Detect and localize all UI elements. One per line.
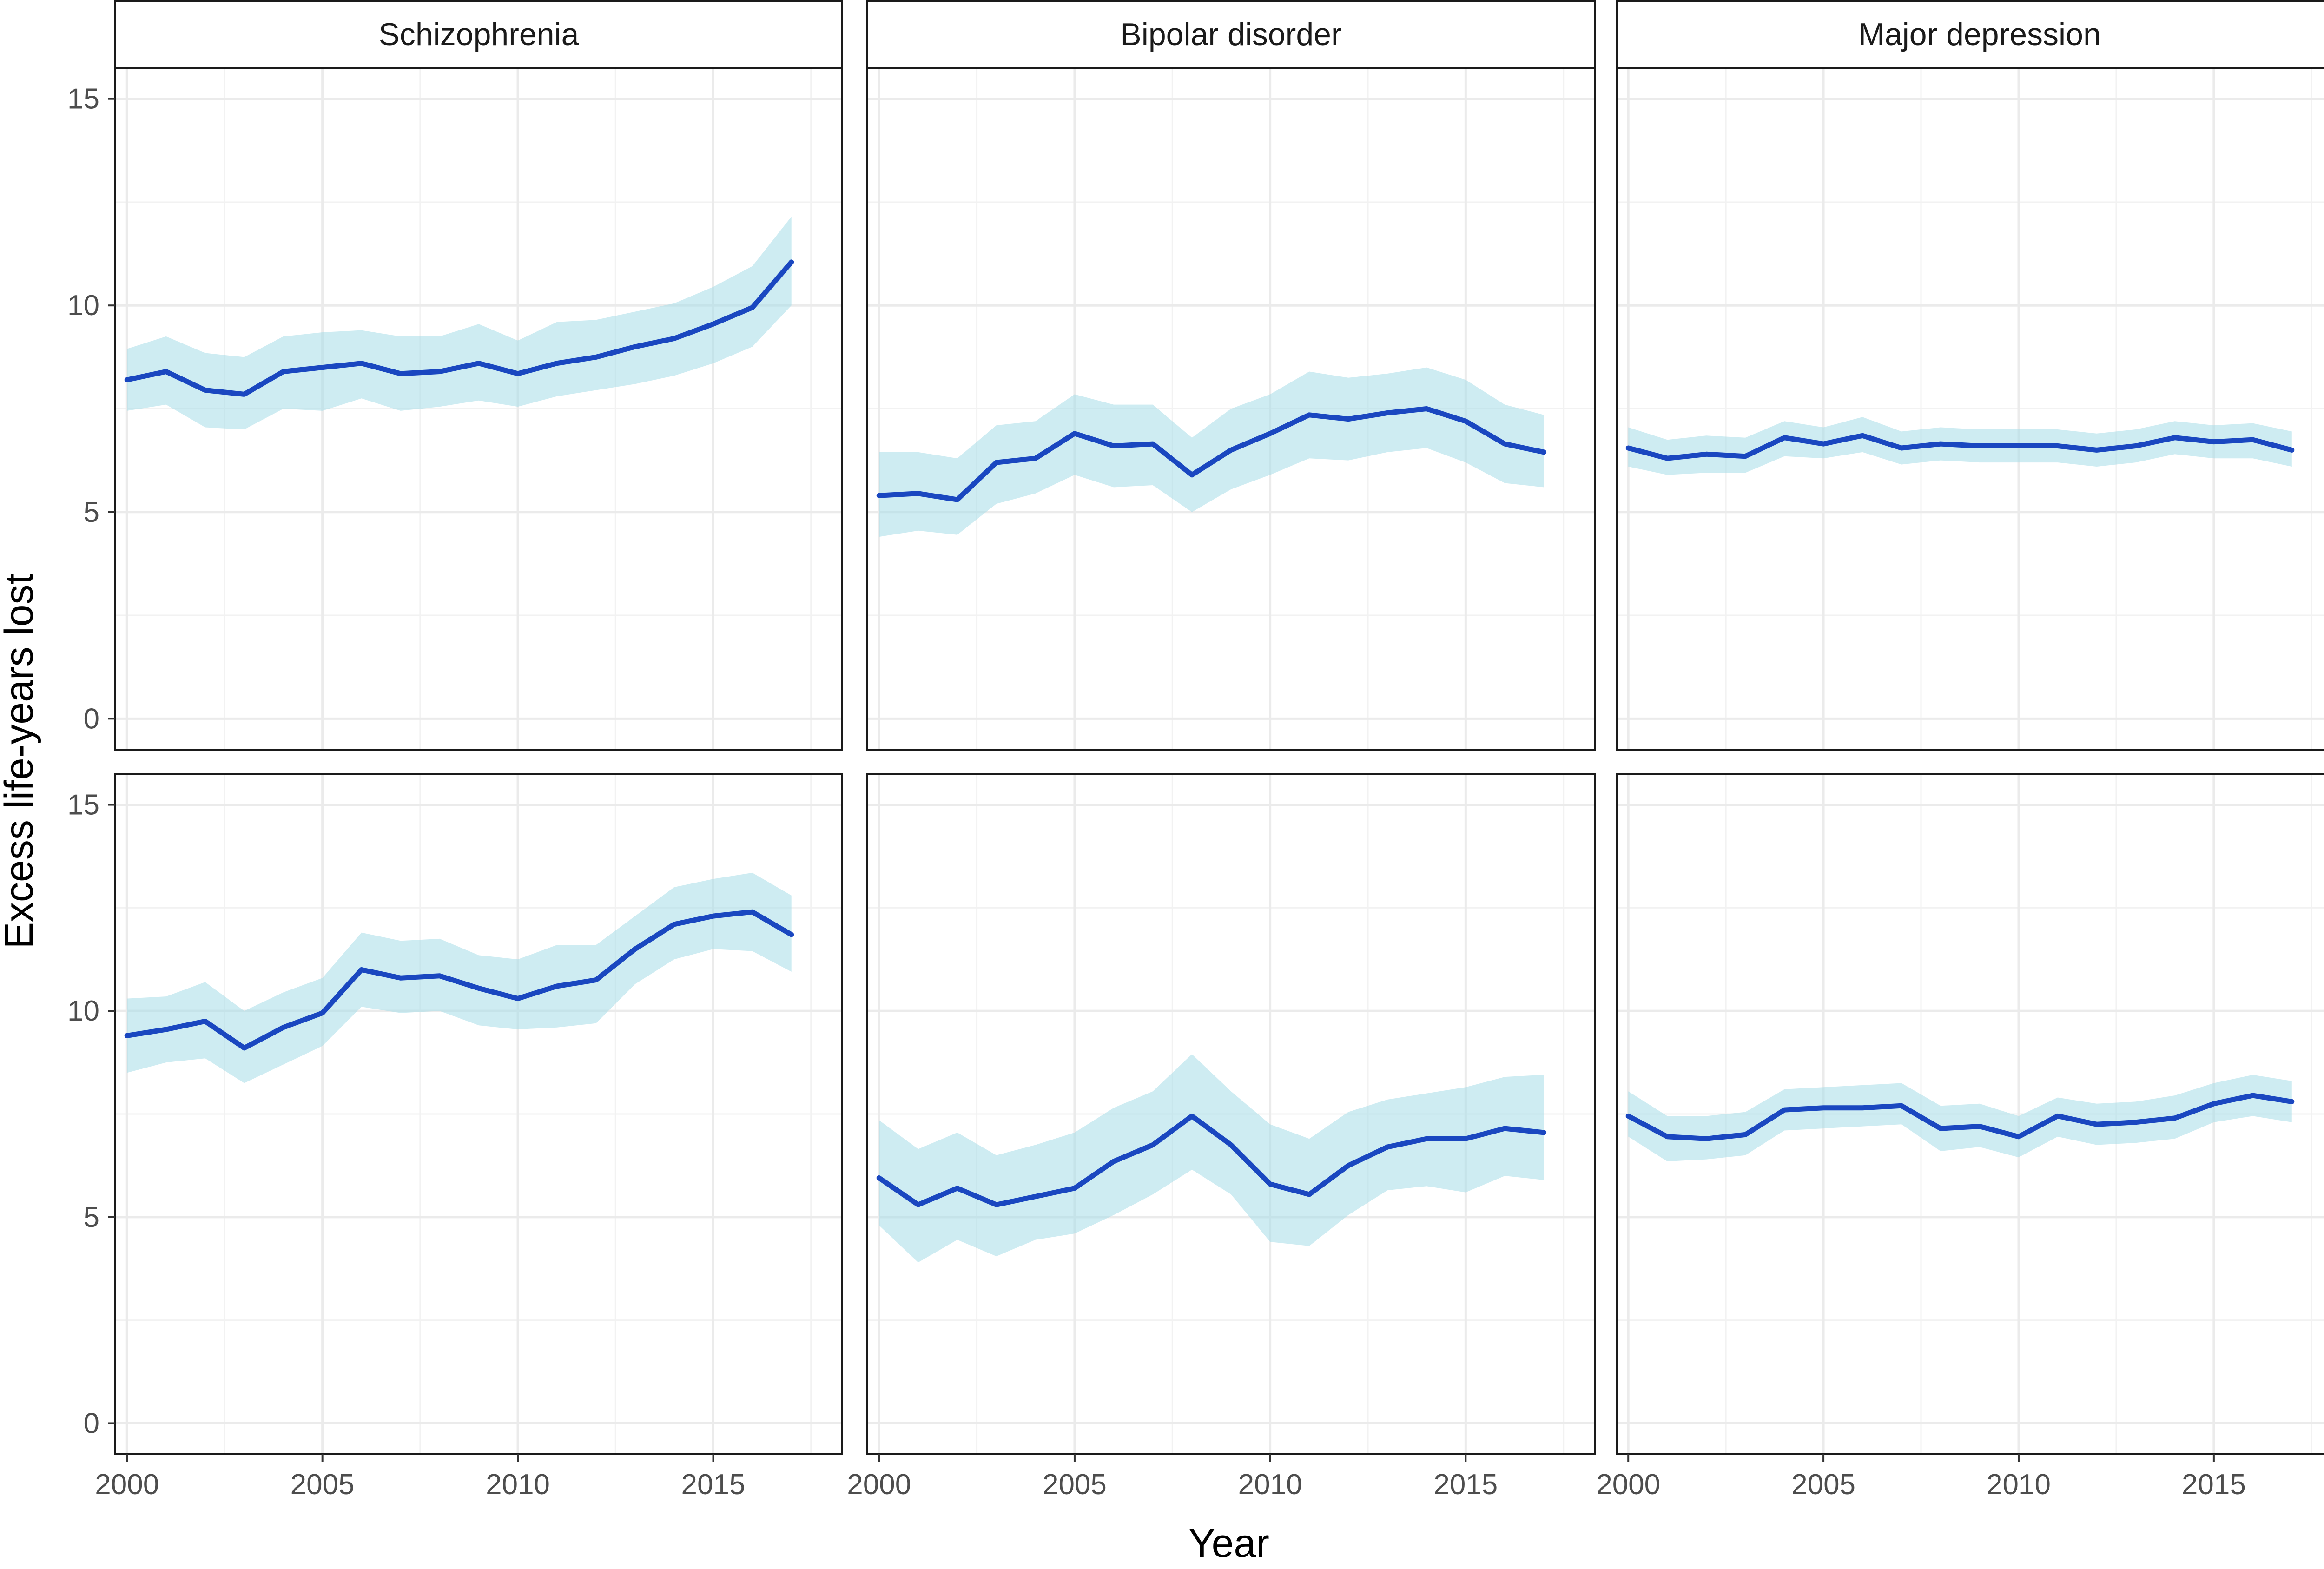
panel-border <box>114 773 843 1455</box>
column-strip-1 <box>866 0 1596 69</box>
column-strip-label-2: Major depression <box>1858 17 2101 52</box>
series-line <box>876 406 1547 502</box>
series-line <box>124 259 794 397</box>
y-tick-label: 10 <box>67 995 99 1027</box>
panel-schizophrenia-female <box>114 67 843 751</box>
y-tick-label: 5 <box>84 496 99 528</box>
y-tick-label: 15 <box>67 789 99 821</box>
y-tick-label: 10 <box>67 290 99 322</box>
confidence-band <box>127 217 792 429</box>
confidence-band <box>127 872 792 1083</box>
x-tick-label: 2000 <box>95 1469 159 1501</box>
confidence-band <box>1628 1075 2292 1161</box>
column-strip-0 <box>114 0 843 69</box>
x-tick-label: 2010 <box>1238 1469 1302 1501</box>
panel-major-depression-male <box>1616 773 2324 1455</box>
confidence-band <box>879 1054 1544 1263</box>
y-axis-title: Excess life-years lost <box>0 574 41 949</box>
x-tick-label: 2010 <box>1987 1469 2051 1501</box>
panel-bipolar-disorder-male <box>866 773 1596 1455</box>
x-tick-label: 2015 <box>1433 1469 1498 1501</box>
panel-border <box>866 67 1596 751</box>
panel-border <box>1616 773 2324 1455</box>
series-line <box>876 1113 1547 1207</box>
x-tick-label: 2005 <box>1791 1469 1855 1501</box>
x-tick-label: 2005 <box>1043 1469 1107 1501</box>
panel-border <box>866 773 1596 1455</box>
column-strip-label-0: Schizophrenia <box>379 17 579 52</box>
x-tick-label: 2000 <box>1596 1469 1660 1501</box>
panel-border <box>1616 67 2324 751</box>
confidence-band <box>879 367 1544 537</box>
y-tick-label: 0 <box>84 703 99 735</box>
x-axis-title: Year <box>1188 1521 1269 1566</box>
y-tick-label: 5 <box>84 1201 99 1233</box>
series-line <box>124 909 794 1051</box>
x-tick-label: 2015 <box>681 1469 746 1501</box>
x-tick-label: 2015 <box>2182 1469 2246 1501</box>
panel-bipolar-disorder-female <box>866 67 1596 751</box>
x-tick-label: 2000 <box>847 1469 911 1501</box>
x-tick-label: 2010 <box>486 1469 550 1501</box>
panel-major-depression-female <box>1616 67 2324 751</box>
column-strip-label-1: Bipolar disorder <box>1120 17 1341 52</box>
y-tick-label: 15 <box>67 83 99 115</box>
panel-schizophrenia-male <box>114 773 843 1455</box>
x-tick-label: 2005 <box>290 1469 355 1501</box>
series-line <box>1625 1093 2295 1141</box>
y-tick-label: 0 <box>84 1407 99 1439</box>
series-line <box>1625 433 2295 461</box>
panel-border <box>114 67 843 751</box>
